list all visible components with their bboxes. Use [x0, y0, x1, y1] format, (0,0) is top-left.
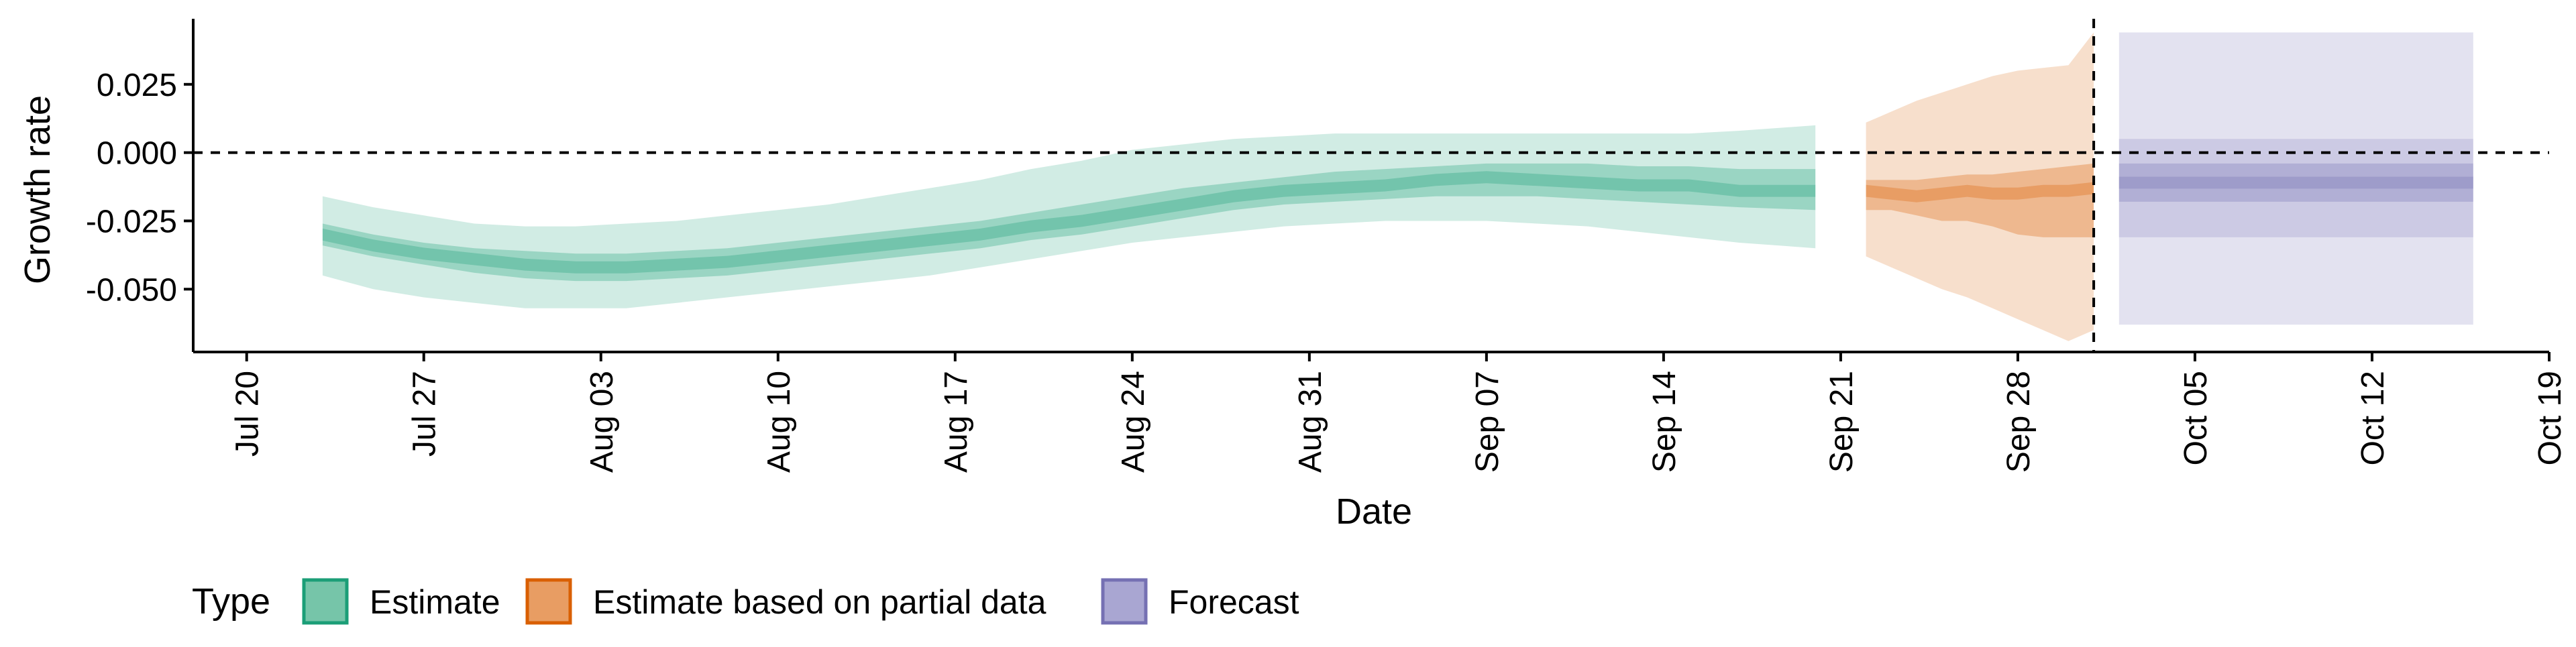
- legend-key-estimate: [302, 578, 349, 625]
- band-50-estimate: [322, 163, 1816, 282]
- band-median-forecast: [2118, 176, 2473, 189]
- legend-item-forecast: Forecast: [1101, 578, 1299, 625]
- legend-label-estimate: Estimate: [370, 583, 500, 621]
- x-tick-label: Aug 31: [1293, 371, 1328, 473]
- x-tick-label: Sep 21: [1824, 371, 1860, 473]
- y-tick-label: -0.025: [86, 204, 177, 239]
- band-median-estimate: [322, 171, 1816, 274]
- y-tick-label: 0.000: [97, 136, 177, 172]
- legend-title: Type: [192, 581, 270, 622]
- x-tick-label: Aug 17: [938, 371, 974, 473]
- band-50-forecast: [2118, 163, 2473, 202]
- series-estimate: [322, 125, 1816, 308]
- x-tick-label: Aug 03: [584, 371, 620, 473]
- series-estimate-based-on-partial-data: [1866, 32, 2094, 341]
- x-tick-label: Sep 07: [1470, 371, 1505, 473]
- x-tick-label: Jul 27: [407, 371, 443, 457]
- x-axis-title: Date: [1336, 491, 1412, 532]
- legend-item-estimate-based-on-partial-data: Estimate based on partial data: [525, 578, 1046, 625]
- x-tick-label: Sep 14: [1647, 371, 1682, 473]
- band-90-forecast: [2118, 139, 2473, 237]
- band-50-estimate-based-on-partial-data: [1866, 163, 2094, 237]
- legend-label-estimate-based-on-partial-data: Estimate based on partial data: [593, 583, 1046, 621]
- x-tick-label: Aug 10: [761, 371, 797, 473]
- x-tick-label: Jul 20: [230, 371, 266, 457]
- legend-item-estimate: Estimate: [302, 578, 500, 625]
- legend-key-estimate-based-on-partial-data: [525, 578, 572, 625]
- x-tick-label: Oct 05: [2178, 371, 2214, 465]
- bands-layer: [322, 32, 2473, 341]
- series-forecast: [2118, 32, 2473, 325]
- band-90-estimate-based-on-partial-data: [1866, 32, 2094, 341]
- legend: Type Estimate Estimate based on partial da…: [192, 578, 1299, 625]
- x-tick-label: Sep 28: [2001, 371, 2037, 473]
- y-tick-label: 0.025: [97, 68, 177, 103]
- x-tick-label: Oct 12: [2355, 371, 2391, 465]
- legend-key-forecast: [1101, 578, 1148, 625]
- x-tick-label: Aug 24: [1116, 371, 1151, 473]
- y-axis-title: Growth rate: [17, 95, 58, 284]
- axes-layer: 0.025 0.000 -0.025 -0.050 Jul 20 Jul 27 Aug 03…: [86, 19, 2568, 473]
- x-tick-label: Oct 19: [2532, 371, 2568, 465]
- band-outer-forecast: [2118, 32, 2473, 325]
- y-tick-label: -0.050: [86, 272, 177, 308]
- band-median-estimate-based-on-partial-data: [1866, 182, 2094, 202]
- band-90-estimate: [322, 125, 1816, 308]
- reference-lines-layer: [193, 19, 2549, 352]
- legend-label-forecast: Forecast: [1169, 583, 1299, 621]
